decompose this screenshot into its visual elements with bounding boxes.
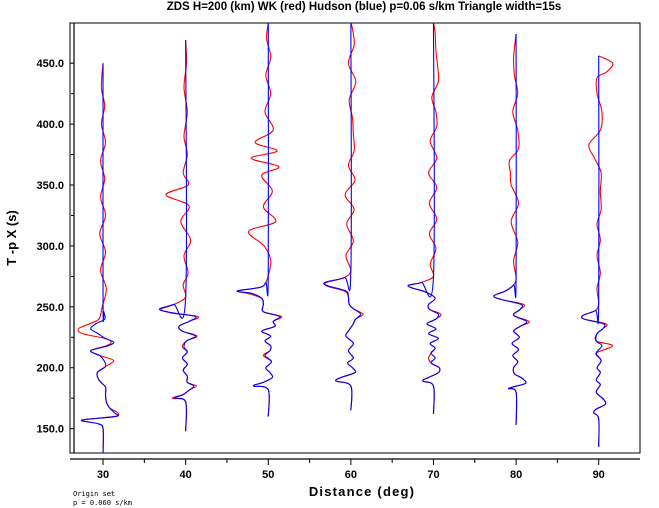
trace-50deg (236, 22, 283, 417)
hudson-trace-80 (493, 33, 528, 425)
y-tick-label: 300.0 (36, 241, 64, 253)
y-tick-label: 250.0 (36, 302, 64, 314)
wk-trace-40 (160, 40, 200, 432)
wk-trace-60 (323, 22, 364, 411)
x-tick-label: 50 (262, 469, 274, 481)
traces-group (77, 22, 614, 454)
x-axis: 30 40 50 60 70 80 90 (97, 459, 605, 481)
wk-trace-80 (493, 33, 530, 425)
y-tick-label: 400.0 (36, 119, 64, 131)
wk-trace-30 (77, 63, 120, 454)
wk-trace-70 (407, 22, 442, 415)
y-tick-label: 150.0 (36, 424, 64, 436)
hudson-trace-60 (323, 22, 362, 411)
hudson-trace-30 (80, 63, 119, 454)
x-axis-label: Distance (deg) (309, 484, 415, 499)
y-axis: 150.0 200.0 250.0 300.0 350.0 400.0 450.0 (36, 58, 74, 436)
x-tick-label: 30 (97, 469, 109, 481)
plot-frame (69, 22, 641, 454)
y-tick-label: 450.0 (36, 58, 64, 70)
wk-trace-90 (580, 55, 614, 447)
y-tick-label: 200.0 (36, 363, 64, 375)
x-tick-label: 60 (345, 469, 357, 481)
hudson-trace-40 (158, 40, 197, 432)
trace-30deg (77, 63, 120, 454)
hudson-trace-90 (580, 55, 607, 447)
x-tick-label: 70 (427, 469, 439, 481)
hudson-trace-70 (407, 22, 441, 415)
x-tick-label: 90 (593, 469, 605, 481)
chart-title: ZDS H=200 (km) WK (red) Hudson (blue) p=… (167, 1, 562, 13)
wk-trace-50 (237, 22, 283, 417)
footnote-origin: Origin set (73, 490, 115, 498)
trace-80deg (493, 33, 530, 425)
trace-70deg (407, 22, 442, 415)
x-tick-label: 80 (510, 469, 522, 481)
trace-60deg (323, 22, 364, 411)
y-axis-label: T -p X (s) (4, 210, 19, 266)
x-tick-label: 40 (180, 469, 192, 481)
trace-90deg (580, 55, 614, 447)
y-tick-label: 350.0 (36, 180, 64, 192)
footnote-slowness: p = 0.060 s/km (73, 499, 132, 507)
hudson-trace-50 (236, 22, 281, 417)
trace-40deg (158, 40, 200, 432)
